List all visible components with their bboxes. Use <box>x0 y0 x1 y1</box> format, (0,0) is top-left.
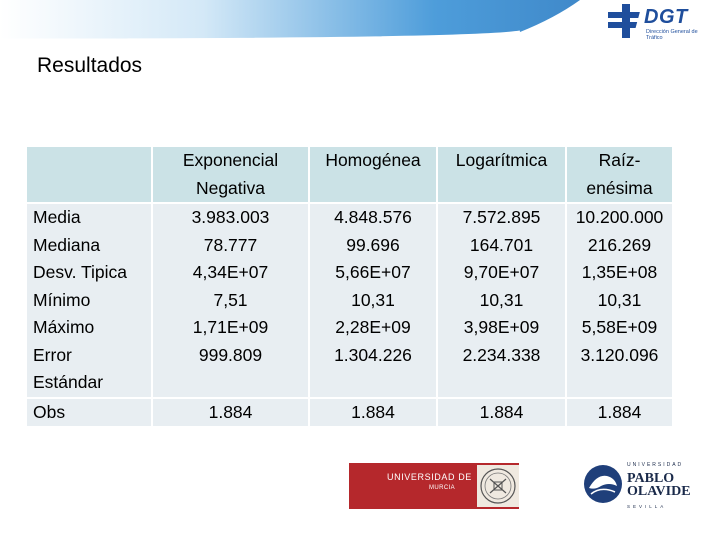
stat-label-minimo: Mínimo <box>33 289 91 310</box>
olavide-logo-top: UNIVERSIDAD <box>627 462 684 468</box>
stat-label-error: Error <box>33 344 72 365</box>
universidad-olavide-logo: UNIVERSIDAD PABLO OLAVIDE SEVILLA <box>583 462 691 510</box>
murcia-logo-line1: UNIVERSIDAD DE <box>387 472 472 482</box>
murcia-logo-line2: MURCIA <box>429 485 456 491</box>
olavide-logo-bottom: SEVILLA <box>627 504 667 509</box>
header-corner-cell <box>27 147 151 202</box>
olavide-emblem-icon <box>584 465 622 503</box>
stat-label-estandar: Estándar <box>33 372 104 392</box>
table-header-row: Exponencial Negativa Homogénea Logarítmic… <box>27 147 672 202</box>
table-row-obs: Obs 1.884 1.884 1.884 1.884 <box>27 398 672 426</box>
values-cell-raiz-enesima: 10.200.000 216.269 1,35E+08 10,31 5,58E+09 3.… <box>567 204 672 397</box>
dgt-logo-text: DGT <box>644 6 688 28</box>
stat-label-maximo: Máximo <box>33 317 95 337</box>
stat-label-obs: Obs <box>27 398 151 426</box>
values-cell-homogenea: 4.848.576 99.696 5,66E+07 10,31 2,28E+09 1.30… <box>310 204 436 397</box>
table-row: Media Mediana Desv. Tipica Mínimo Máximo… <box>27 204 672 397</box>
obs-value-logaritmica: 1.884 <box>438 398 565 426</box>
dgt-cross-icon <box>608 4 640 38</box>
dgt-logo-subtext: Dirección General de Tráfico <box>646 29 698 41</box>
olavide-logo-line2: OLAVIDE <box>627 484 691 499</box>
page-title: Resultados <box>37 54 143 77</box>
stat-label-desv-tipica: Desv. Tipica <box>33 262 128 282</box>
results-table: Exponencial Negativa Homogénea Logarítmic… <box>25 145 674 428</box>
column-header-raiz-enesima: Raíz-enésima <box>567 147 672 202</box>
values-cell-logaritmica: 7.572.895 164.701 9,70E+07 10,31 3,98E+09 2.2… <box>438 204 565 397</box>
values-cell-exponencial: 3.983.003 78.777 4,34E+07 7,51 1,71E+09 999.8… <box>153 204 308 397</box>
column-header-exponencial: Exponencial Negativa <box>153 147 308 202</box>
olavide-logo-line1: PABLO <box>627 471 675 486</box>
stat-label-media: Media <box>33 207 81 227</box>
stat-label-mediana: Mediana <box>33 234 101 255</box>
obs-value-raiz-enesima: 1.884 <box>567 398 672 426</box>
dgt-logo: DGT Dirección General de Tráfico <box>608 4 708 44</box>
obs-value-homogenea: 1.884 <box>310 398 436 426</box>
universidad-murcia-logo: UNIVERSIDAD DE MURCIA <box>349 463 519 509</box>
obs-value-exponencial: 1.884 <box>153 398 308 426</box>
olavide-logo-name: PABLO OLAVIDE <box>627 471 691 499</box>
column-header-logaritmica: Logarítmica <box>438 147 565 202</box>
column-header-homogenea: Homogénea <box>310 147 436 202</box>
murcia-seal-icon <box>477 465 519 507</box>
stat-labels-cell: Media Mediana Desv. Tipica Mínimo Máximo… <box>27 204 151 397</box>
header-band <box>0 0 580 42</box>
